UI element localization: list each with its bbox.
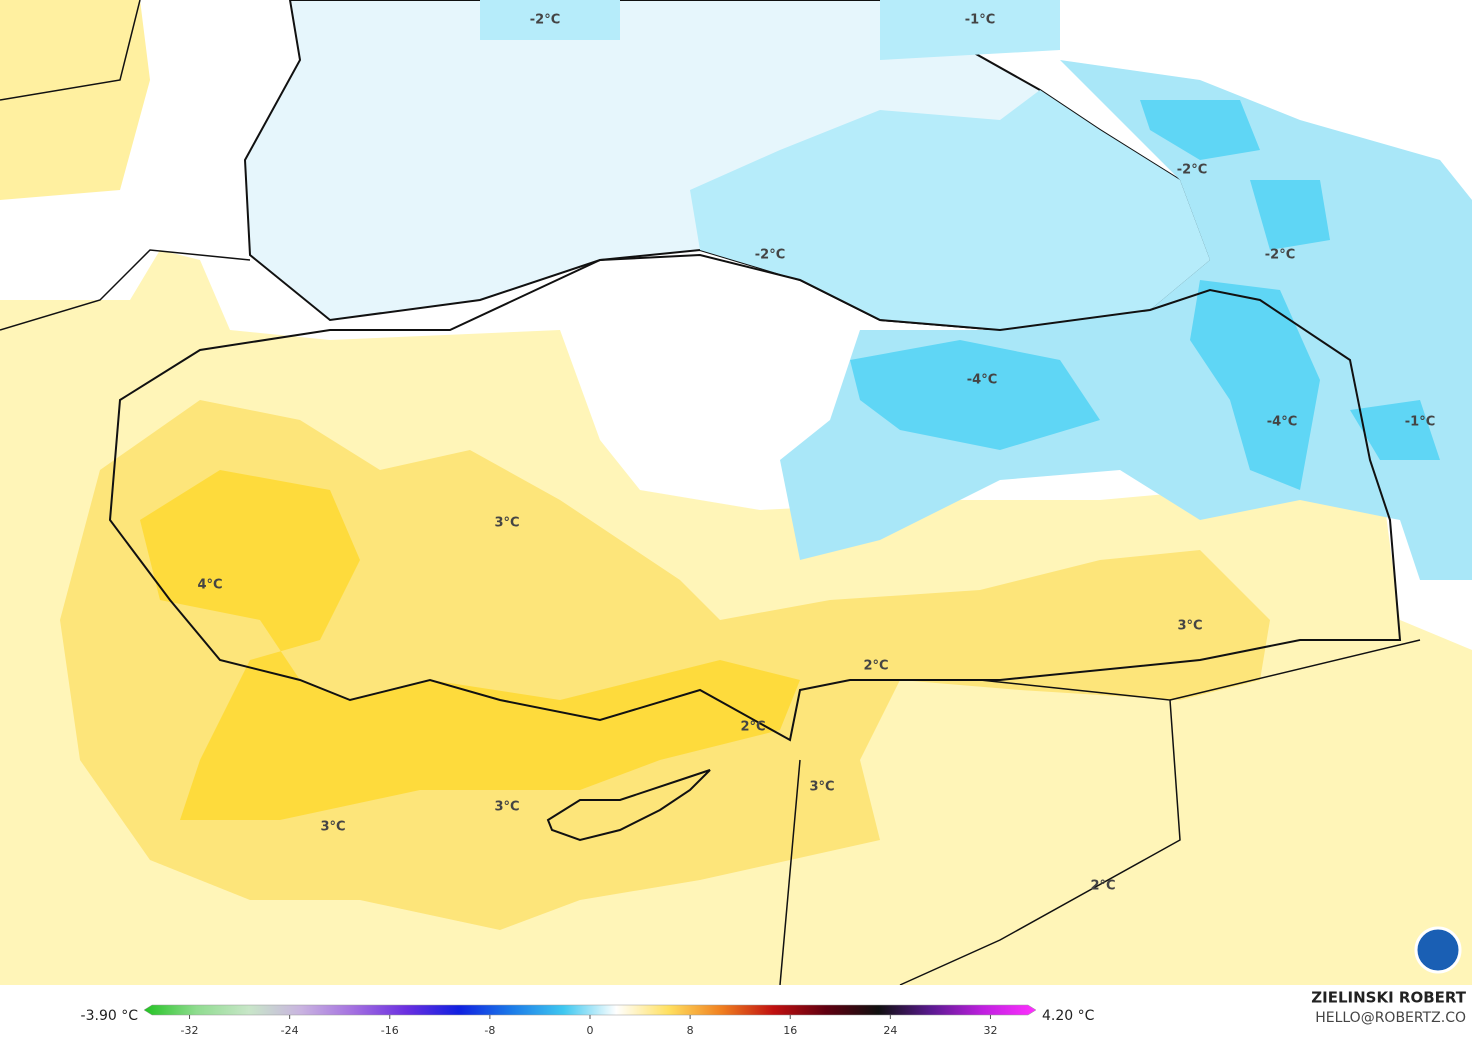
colorbar-tick-label: -8 — [484, 1024, 495, 1035]
contour-label: 3°C — [320, 820, 345, 835]
border — [108, 253, 1402, 742]
cold-core — [850, 340, 1100, 450]
colorbar-tick-label: -32 — [181, 1024, 199, 1035]
cold-area — [690, 90, 1210, 330]
contour-labels: -2°C -1°C -2°C -2°C -2°C -4°C -4°C -1°C 3°C 4°C 3°… — [197, 13, 1435, 894]
border — [0, 0, 251, 331]
contour-label: 3°C — [494, 516, 519, 531]
contour-label: 2°C — [1090, 879, 1115, 894]
contour-label: -2°C — [1177, 163, 1207, 178]
colorbar-tick-label: -16 — [381, 1024, 399, 1035]
contour-label: -2°C — [755, 248, 785, 263]
min-label: -3.90 °C — [81, 1008, 139, 1024]
max-label: 4.20 °C — [1042, 1008, 1095, 1024]
noaa-logo — [1414, 926, 1462, 974]
contour-label: 2°C — [740, 720, 765, 735]
colorbar-tick-label: -24 — [281, 1024, 299, 1035]
colorbar-tick-label: 16 — [783, 1024, 797, 1035]
contour-label: 2°C — [863, 659, 888, 674]
contour-label: -1°C — [965, 13, 995, 28]
contour-label: -2°C — [1265, 248, 1295, 263]
cold-area — [880, 0, 1060, 60]
border — [779, 639, 1421, 986]
contour-label: -4°C — [1267, 415, 1297, 430]
colorbar-tick-label: 32 — [983, 1024, 997, 1035]
colorbar-tick-label: 0 — [587, 1024, 594, 1035]
author: ZIELINSKI ROBERT — [1311, 989, 1466, 1007]
contour-label: 3°C — [809, 780, 834, 795]
colorbar-tick-label: 24 — [883, 1024, 897, 1035]
warm-core — [140, 470, 800, 820]
warm-area — [0, 0, 150, 200]
cold-core — [1190, 280, 1320, 490]
contour-label: -2°C — [530, 13, 560, 28]
contour-label: 3°C — [1177, 619, 1202, 634]
colorbar-bar — [143, 1004, 1037, 1016]
colorbar-tick-label: 8 — [687, 1024, 694, 1035]
contour-label: 3°C — [494, 800, 519, 815]
cold-core — [1140, 100, 1440, 460]
contour-label: -4°C — [967, 373, 997, 388]
email: HELLO@ROBERTZ.CO — [1315, 1010, 1466, 1026]
contour-label: -1°C — [1405, 415, 1435, 430]
colorbar: -32 -24 -16 -8 0 8 16 24 32 — [143, 1004, 1037, 1037]
cold-area — [480, 0, 620, 40]
island — [546, 769, 711, 842]
contour-label: 4°C — [197, 578, 222, 593]
